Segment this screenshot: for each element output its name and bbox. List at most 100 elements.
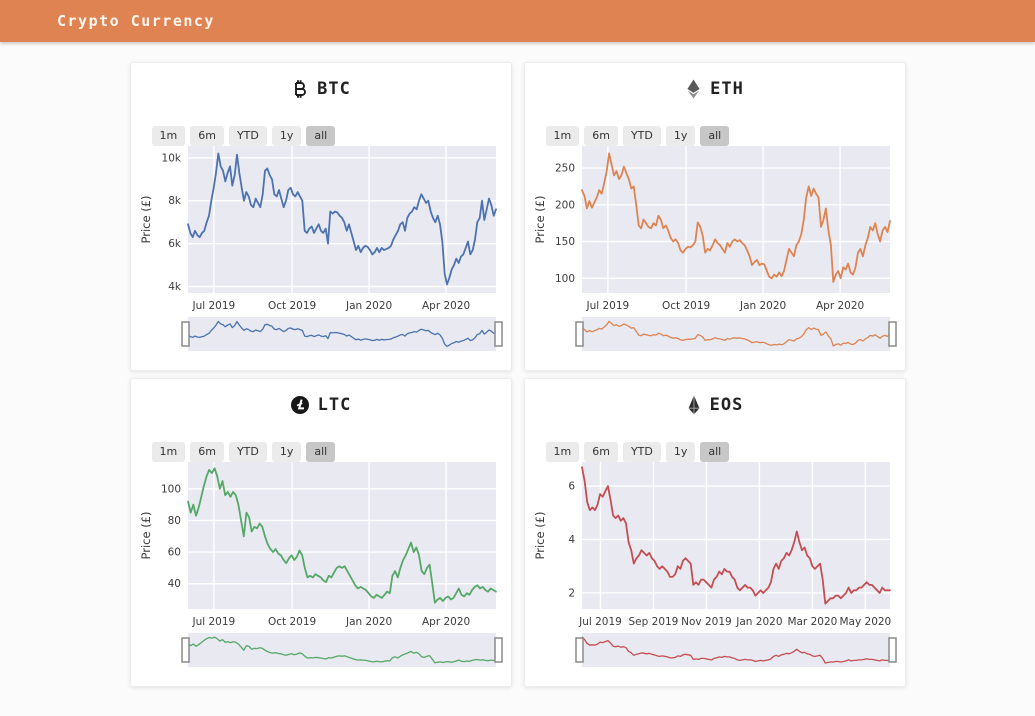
range-1m-button[interactable]: 1m [151,442,186,462]
eos-icon [688,395,700,415]
x-tick-label: Jul 2019 [191,300,235,312]
app-title: Crypto Currency [57,12,215,30]
ltc-price-chart[interactable]: Jul 2019 Oct 2019 Jan 2020 Apr 2020 40 60 80 10… [131,459,513,631]
ltc-card-title: LTC [131,395,511,415]
rangeslider-handle-right[interactable] [887,637,897,663]
range-selector: 1m 6m YTD 1y all [545,126,730,146]
range-all-button[interactable]: all [306,442,336,462]
rangeslider-handle-right[interactable] [493,637,503,663]
y-tick-label: 10k [161,152,181,164]
y-tick-label: 60 [167,547,180,559]
rangeslider-line [187,636,496,664]
rangeslider-handle-right[interactable] [887,321,897,347]
y-tick-label: 8k [168,195,182,207]
range-ytd-button[interactable]: YTD [228,126,267,146]
range-1m-button[interactable]: 1m [151,126,186,146]
y-axis-title: Price (£) [139,196,153,244]
litecoin-icon [290,396,309,414]
x-tick-label: Jan 2020 [344,616,391,628]
eos-card: EOS 1m 6m YTD 1y all Jul 2019 Sep 2019 Nov… [523,378,907,687]
range-6m-button[interactable]: 6m [190,442,224,462]
y-tick-label: 80 [167,515,180,527]
price-line [580,152,891,283]
range-1y-button[interactable]: 1y [271,442,302,462]
eth-range-slider[interactable] [525,317,907,351]
rangeslider-handle-left[interactable] [180,321,190,347]
range-1m-button[interactable]: 1m [545,442,580,462]
rangeslider-handle-left[interactable] [574,637,584,663]
range-selector: 1m 6m YTD 1y all [151,126,336,146]
rangeslider-track[interactable] [581,317,890,351]
range-all-button[interactable]: all [700,442,730,462]
y-tick-label: 100 [160,483,180,495]
btc-card: BTC 1m 6m YTD 1y all Jul 2019 Oct 2019 Jan… [129,62,513,371]
coin-title: ETH [710,79,744,99]
eth-card-title: ETH [525,79,905,99]
x-tick-label: Sep 2019 [628,616,678,628]
range-6m-button[interactable]: 6m [190,126,224,146]
plot-area[interactable] [581,146,890,293]
y-tick-label: 200 [554,199,574,211]
btc-card-title: BTC [131,79,511,99]
btc-price-chart[interactable]: Jul 2019 Oct 2019 Jan 2020 Apr 2020 4k 6k 8k 10… [131,143,513,315]
range-6m-button[interactable]: 6m [584,442,618,462]
rangeslider-line [581,320,890,347]
rangeslider-track[interactable] [187,633,496,667]
x-tick-label: Jul 2019 [578,616,622,628]
range-all-button[interactable]: all [700,126,730,146]
range-1y-button[interactable]: 1y [271,126,302,146]
rangeslider-handle-left[interactable] [574,321,584,347]
x-tick-label: Apr 2020 [815,300,863,312]
eos-card-title: EOS [525,395,905,415]
range-ytd-button[interactable]: YTD [228,442,267,462]
x-tick-label: Jul 2019 [585,300,629,312]
price-line [186,467,497,604]
coin-title: EOS [709,395,744,415]
range-selector: 1m 6m YTD 1y all [545,442,730,462]
y-tick-label: 6k [168,238,182,250]
range-selector: 1m 6m YTD 1y all [151,442,336,462]
range-1y-button[interactable]: 1y [665,126,696,146]
x-tick-label: Apr 2020 [421,300,469,312]
range-1y-button[interactable]: 1y [665,442,696,462]
y-tick-label: 4k [168,281,182,293]
btc-range-slider[interactable] [131,317,513,351]
bitcoin-icon [295,80,307,98]
range-ytd-button[interactable]: YTD [622,126,661,146]
range-1m-button[interactable]: 1m [545,126,580,146]
ltc-card: LTC 1m 6m YTD 1y all Jul 2019 Oct 2019 Jan… [129,378,513,687]
y-tick-label: 250 [554,163,574,175]
y-axis-title: Price (£) [533,512,547,560]
x-tick-label: Jul 2019 [191,616,235,628]
coin-title: BTC [317,79,351,99]
x-tick-label: Jan 2020 [344,300,391,312]
y-tick-label: 40 [167,578,180,590]
dashboard-grid: BTC 1m 6m YTD 1y all Jul 2019 Oct 2019 Jan… [129,62,907,687]
eth-card: ETH 1m 6m YTD 1y all Jul 2019 Oct 2019 Jan… [523,62,907,371]
eos-range-slider[interactable] [525,633,907,667]
x-tick-label: Nov 2019 [681,616,732,628]
y-tick-label: 2 [568,587,575,599]
x-tick-label: Apr 2020 [421,616,469,628]
y-tick-label: 150 [554,236,574,248]
plot-area[interactable] [187,462,496,609]
eth-price-chart[interactable]: Jul 2019 Oct 2019 Jan 2020 Apr 2020 100 150 20… [525,143,907,315]
x-tick-label: Oct 2019 [267,616,315,628]
x-tick-label: Mar 2020 [787,616,837,628]
coin-title: LTC [317,395,352,415]
x-tick-label: Oct 2019 [267,300,315,312]
app-header: Crypto Currency [0,0,1035,42]
range-ytd-button[interactable]: YTD [622,442,661,462]
rangeslider-line [187,320,496,348]
rangeslider-line [581,636,890,664]
eos-price-chart[interactable]: Jul 2019 Sep 2019 Nov 2019 Jan 2020 Mar 2020… [525,459,907,631]
y-axis-title: Price (£) [533,196,547,244]
rangeslider-handle-right[interactable] [493,321,503,347]
x-tick-label: May 2020 [839,616,891,628]
rangeslider-handle-left[interactable] [180,637,190,663]
x-tick-label: Jan 2020 [738,300,785,312]
ltc-range-slider[interactable] [131,633,513,667]
range-6m-button[interactable]: 6m [584,126,618,146]
range-all-button[interactable]: all [306,126,336,146]
y-axis-title: Price (£) [139,512,153,560]
